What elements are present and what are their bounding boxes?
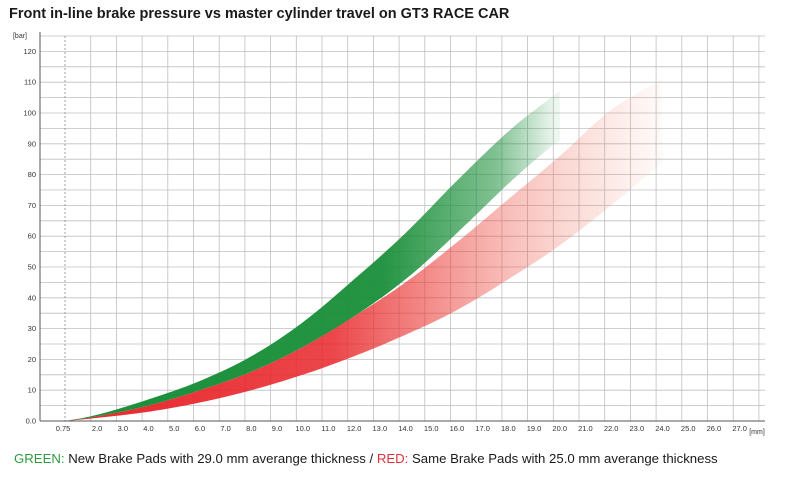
legend-green-text: New Brake Pads with 29.0 mm averange thi… [64,451,377,466]
x-tick-label: 14.0 [398,424,413,433]
y-tick-label: 50 [28,263,36,272]
x-tick-label: 12.0 [347,424,362,433]
x-unit-label: [mm] [749,429,765,436]
x-tick-label: 10.0 [295,424,310,433]
x-tick-label: 27.0 [732,424,747,433]
axes [39,32,765,422]
y-tick-label: 60 [28,232,36,241]
y-tick-label: 20 [28,355,36,364]
tick-labels: 0.0 10 20 30 40 50 60 70 80 90 100 110 120 0.75 2.0 3.0… [13,33,765,436]
y-tick-label: 10 [28,386,36,395]
x-tick-label: 8.0 [246,424,256,433]
x-tick-label: 18.0 [501,424,516,433]
chart-title: Front in-line brake pressure vs master c… [9,6,510,22]
y-tick-label: 90 [28,139,36,148]
x-tick-label: 2.0 [92,424,102,433]
legend-caption: GREEN: New Brake Pads with 29.0 mm avera… [14,451,718,466]
y-tick-label: 110 [24,78,36,87]
y-tick-label: 120 [23,47,36,56]
y-tick-label: 100 [23,109,36,118]
legend-red-keyword: RED: [376,451,409,466]
y-tick-label: 0.0 [26,417,36,426]
x-tick-label: 5.0 [169,424,179,433]
x-tick-label: 26.0 [707,424,722,433]
data-bands [65,79,663,422]
x-tick-label: 15.0 [424,424,439,433]
x-tick-label: 20.0 [552,424,567,433]
x-tick-label: 9.0 [272,424,282,433]
legend-red-text: Same Brake Pads with 25.0 mm averange th… [408,451,718,466]
y-tick-label: 80 [28,170,36,179]
x-tick-label: 16.0 [450,424,465,433]
y-tick-label: 40 [28,293,36,302]
y-tick-label: 70 [28,201,36,210]
series-band-red [65,79,663,421]
x-tick-label: 25.0 [681,424,696,433]
y-unit-label: [bar] [13,33,27,40]
y-tick-label: 30 [28,324,36,333]
x-tick-label: 13.0 [373,424,388,433]
x-tick-label: 23.0 [630,424,645,433]
x-tick-label: 24.0 [655,424,670,433]
x-tick-label: 21.0 [578,424,593,433]
x-tick-label: 22.0 [604,424,619,433]
x-tick-label: 6.0 [195,424,205,433]
x-tick-label: 7.0 [220,424,230,433]
x-tick-label: 4.0 [143,424,153,433]
x-tick-label: 11.0 [321,424,335,433]
x-tick-label: 17.0 [475,424,490,433]
x-tick-label: 19.0 [527,424,542,433]
x-tick-label: 0.75 [56,424,71,433]
legend-green-keyword: GREEN: [14,451,65,466]
x-tick-label: 3.0 [118,424,128,433]
